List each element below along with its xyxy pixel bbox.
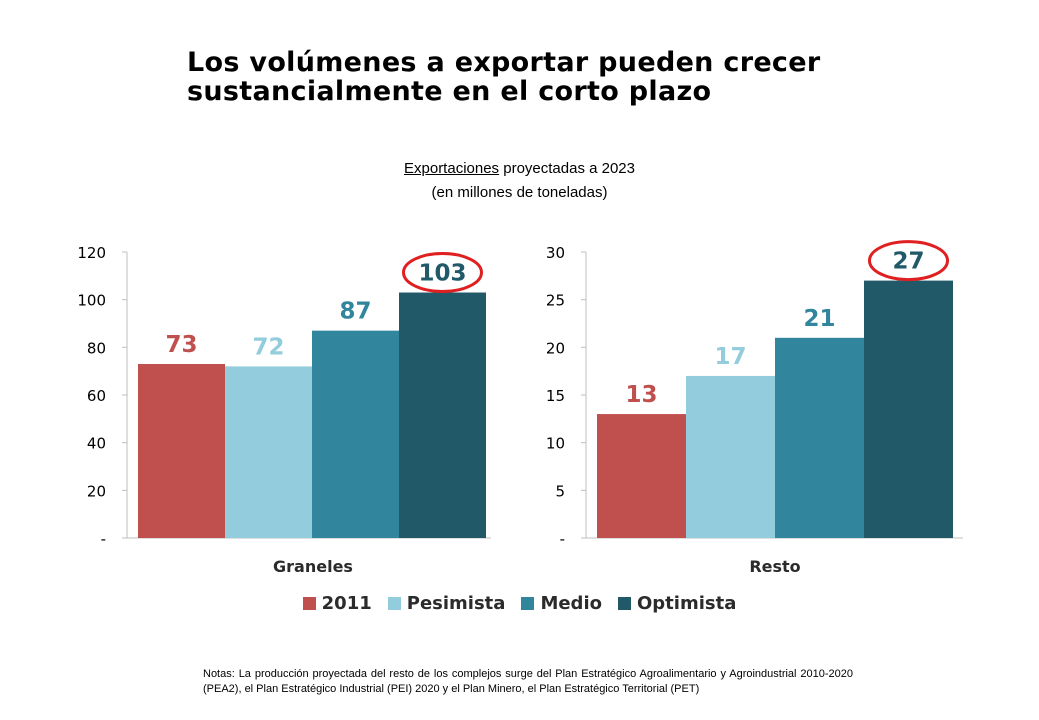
y-tick-label-graneles-3: 60 [87,387,106,405]
bar-resto-optimista [864,280,953,538]
bar-resto-medio [775,337,864,538]
y-tick-label-graneles-2: 40 [87,435,106,453]
x-axis-label-resto: Resto [749,557,800,576]
y-tick-label-graneles-6: 120 [77,244,106,262]
bar-graneles-optimista [399,292,486,538]
highlight-circle-graneles [402,252,483,294]
legend-label-optimista: Optimista [636,593,737,614]
legend-item-2011: 2011 [302,593,372,614]
legend-label-medio: Medio [540,593,602,614]
data-label-graneles-optimista: 103 [418,261,466,287]
y-tick-label-graneles-0: - [101,530,106,548]
legend-swatch-medio [521,597,535,610]
bar-graneles-2011 [138,364,225,538]
legend-swatch-2011 [302,597,316,610]
y-tick-label-resto-3: 15 [546,387,565,405]
y-tick-label-resto-5: 25 [546,292,565,310]
chart-heading-rest: proyectadas a 2023 [499,160,635,177]
legend-item-medio: Medio [521,593,602,614]
slide-title-line-2: sustancialmente en el corto plazo [187,76,712,107]
legend-item-pesimista: Pesimista [387,593,506,614]
legend-label-2011: 2011 [321,593,372,614]
data-label-resto-medio: 21 [803,306,835,332]
legend-swatch-optimista [617,597,631,610]
bar-graneles-medio [312,330,399,538]
data-label-graneles-2011: 73 [165,332,197,358]
data-label-graneles-pesimista: 72 [252,334,284,360]
chart-heading: Exportaciones proyectadas a 2023 [0,160,1039,177]
chart-units: (en millones de toneladas) [431,184,608,201]
y-tick-label-graneles-5: 100 [77,292,106,310]
slide-title: Los volúmenes a exportar pueden crecer s… [187,48,887,106]
x-axis-label-graneles: Graneles [273,557,353,576]
data-label-resto-optimista: 27 [892,249,924,275]
bar-resto-pesimista [686,375,775,538]
legend-swatch-pesimista [387,597,401,610]
chart-heading-underlined: Exportaciones [404,160,500,177]
bar-graneles-pesimista [225,366,312,538]
highlight-circle-resto [868,240,949,282]
y-tick-label-resto-6: 30 [546,244,565,262]
y-tick-label-resto-0: - [560,530,565,548]
legend-label-pesimista: Pesimista [406,593,506,614]
notes: Notas: La producción proyectada del rest… [203,668,853,695]
bar-resto-2011 [597,414,686,538]
data-label-graneles-medio: 87 [339,299,371,325]
y-tick-label-resto-1: 5 [555,482,565,500]
charts-canvas: - 20 40 60 80 100 120 73 72 87 103 Graneles - 5 10 15 20… [77,240,963,576]
data-label-resto-pesimista: 17 [714,344,746,370]
data-label-resto-2011: 13 [625,382,657,408]
slide-title-line-1: Los volúmenes a exportar pueden crecer [187,47,821,78]
legend: 2011 Pesimista Medio Optimista [0,593,1039,614]
legend-item-optimista: Optimista [617,593,737,614]
y-tick-label-graneles-4: 80 [87,339,106,357]
y-tick-label-resto-4: 20 [546,339,565,357]
y-tick-label-resto-2: 10 [546,435,565,453]
y-tick-label-graneles-1: 20 [87,482,106,500]
